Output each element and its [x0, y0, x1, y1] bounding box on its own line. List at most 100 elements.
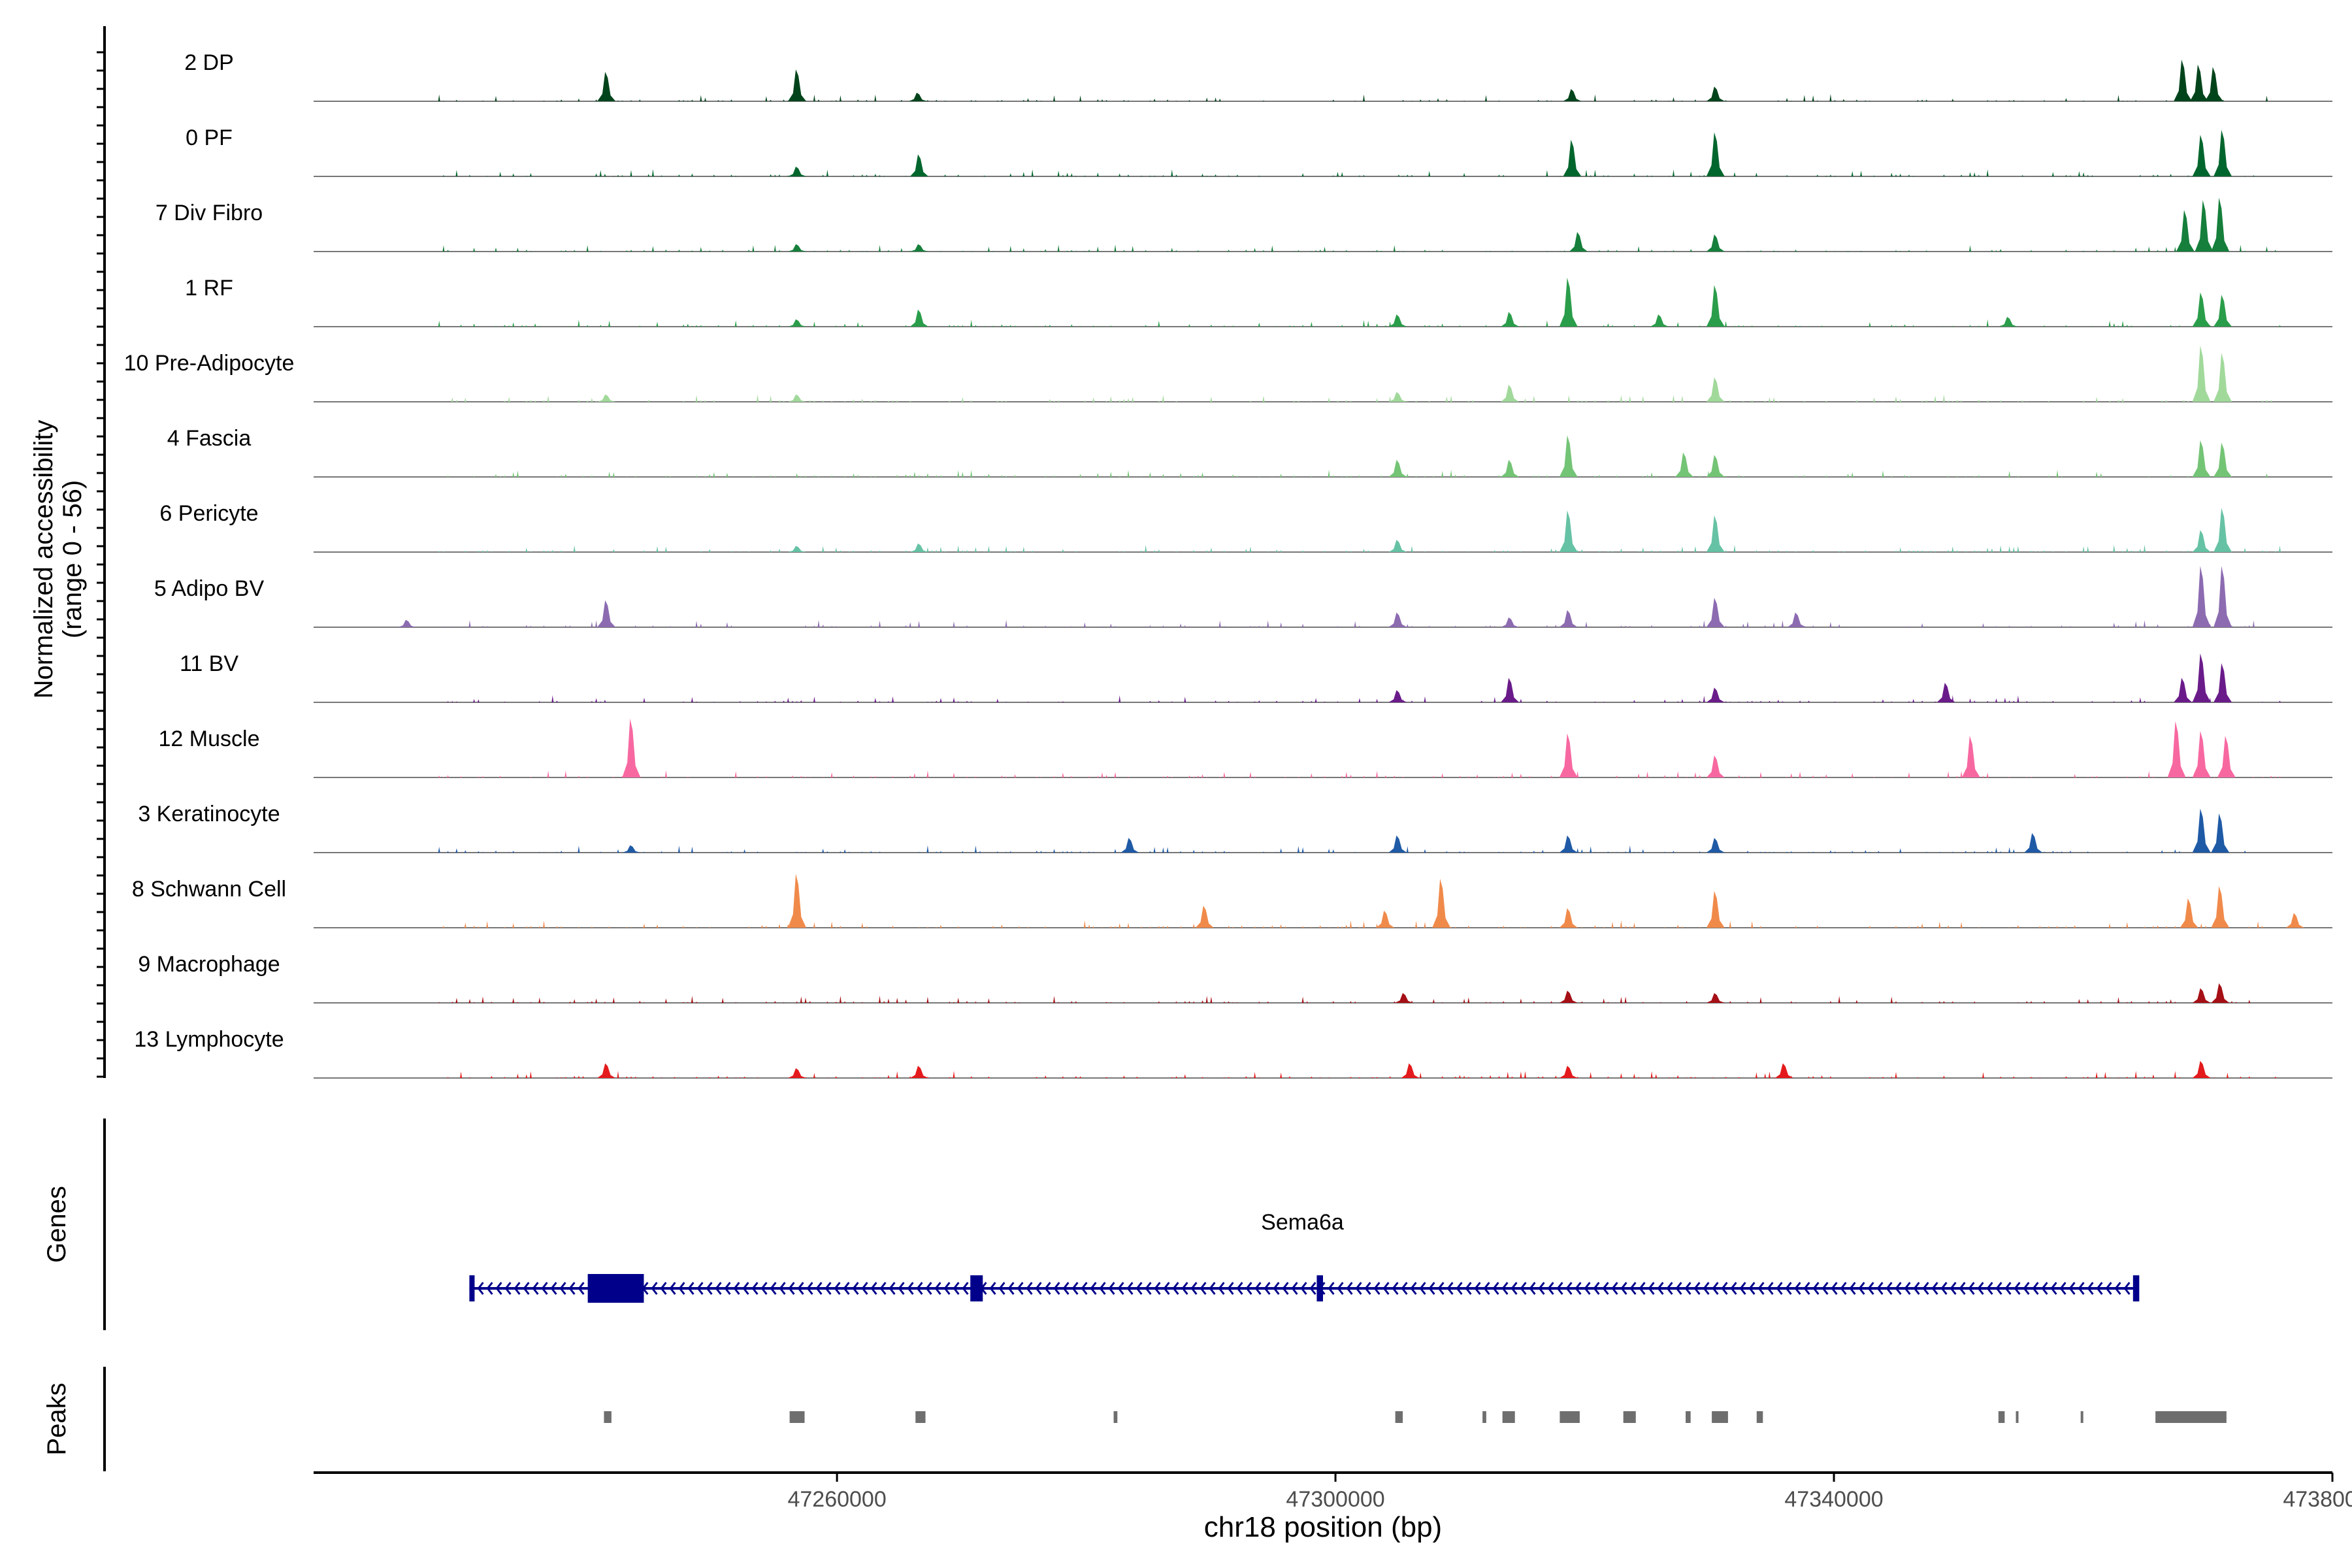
accessibility-peak [1650, 314, 1669, 327]
accessibility-peak [2213, 566, 2232, 627]
accessibility-peak [2211, 197, 2230, 252]
track-11-bv: 11 BV [180, 651, 2332, 703]
track-13-lymphocyte: 13 Lymphocyte [134, 1027, 2332, 1079]
accessibility-peak [2189, 64, 2208, 101]
track-7-div-fibro: 7 Div Fibro [155, 197, 2332, 252]
accessibility-peak [2213, 295, 2232, 327]
gene-name-label: Sema6a [1261, 1210, 1344, 1235]
accessibility-peak [2192, 988, 2211, 1003]
accessibility-peak [1787, 612, 1806, 627]
accessibility-peak [2024, 833, 2043, 853]
accessibility-peak [1706, 993, 1725, 1003]
track-background-signal [447, 1071, 2277, 1078]
peak-region [1756, 1411, 1763, 1423]
accessibility-peak [1706, 285, 1725, 327]
accessibility-peak [1501, 459, 1520, 477]
accessibility-peak [788, 319, 807, 327]
gene-exon [469, 1275, 475, 1301]
x-axis-tick-label: 47260000 [787, 1487, 886, 1512]
track-5-adipo-bv: 5 Adipo BV [154, 566, 2332, 628]
accessibility-peak [2180, 898, 2198, 928]
accessibility-peak [2213, 129, 2232, 176]
x-axis-tick-label: 47380000 [2283, 1487, 2352, 1512]
track-label: 1 RF [185, 276, 233, 301]
accessibility-peak [2213, 442, 2232, 477]
accessibility-peak [1501, 384, 1520, 402]
track-8-schwann-cell: 8 Schwann Cell [132, 874, 2332, 928]
peak-region [1113, 1411, 1118, 1423]
accessibility-peak [2174, 678, 2193, 702]
peak-region [1560, 1411, 1580, 1423]
peak-region [915, 1411, 926, 1423]
peak-region [1998, 1411, 2005, 1423]
accessibility-peak [788, 244, 807, 252]
track-background-signal [442, 169, 2255, 176]
accessibility-peak [1559, 510, 1578, 552]
track-12-muscle: 12 Muscle [159, 719, 2332, 778]
accessibility-peak [1388, 314, 1407, 327]
track-6-pericyte: 6 Pericyte [159, 501, 2332, 553]
accessibility-peak [910, 244, 928, 252]
peak-region [2080, 1411, 2083, 1423]
accessibility-peak [1195, 906, 1214, 928]
accessibility-peak [1559, 610, 1578, 627]
accessibility-peak [2285, 913, 2304, 928]
accessibility-peak [1501, 312, 1520, 327]
track-background-signal [438, 93, 2268, 101]
accessibility-peak [1774, 1063, 1793, 1078]
x-axis-tick-label: 47300000 [1286, 1487, 1384, 1512]
accessibility-peak [2195, 200, 2213, 252]
track-label: 8 Schwann Cell [132, 877, 286, 902]
accessibility-peak [1559, 1066, 1578, 1078]
accessibility-peak [1706, 687, 1725, 702]
accessibility-peak [1563, 89, 1582, 101]
accessibility-peak [1563, 139, 1582, 176]
accessibility-peak [1559, 990, 1578, 1003]
accessibility-peak [1569, 232, 1588, 252]
accessibility-peak [1501, 678, 1520, 702]
x-axis-tick-label: 47340000 [1784, 1487, 1883, 1512]
track-background-signal [438, 544, 2281, 552]
accessibility-peak [1675, 452, 1694, 477]
accessibility-peak [622, 719, 641, 777]
track-background-signal [438, 995, 2251, 1003]
accessibility-peak [2192, 1060, 2211, 1078]
accessibility-peak [1559, 278, 1578, 327]
accessibility-peak [1559, 435, 1578, 477]
peak-region [604, 1411, 612, 1423]
accessibility-peak [2213, 663, 2232, 702]
track-label: 3 Keratinocyte [138, 802, 280, 826]
y-axis-range-label: (range 0 - 56) [58, 480, 87, 638]
coverage-tracks: 2 DP 0 PF 7 Div Fibro 1 RF 10 Pre-Adipocyte 4… [124, 50, 2332, 1079]
accessibility-peak [788, 394, 807, 402]
accessibility-peak [910, 1066, 928, 1078]
peak-region [2155, 1411, 2227, 1423]
track-label: 12 Muscle [159, 727, 260, 751]
accessibility-peak [2192, 530, 2211, 552]
accessibility-peak [2192, 345, 2211, 402]
track-label: 4 Fascia [167, 426, 252, 451]
peak-region [789, 1411, 805, 1423]
accessibility-peak [2192, 440, 2211, 477]
accessibility-peak [1559, 835, 1578, 853]
accessibility-peak [622, 845, 641, 853]
track-label: 9 Macrophage [138, 952, 280, 977]
accessibility-peak [597, 394, 616, 402]
accessibility-peak [2192, 808, 2211, 853]
accessibility-peak [2192, 566, 2211, 627]
accessibility-peak [910, 154, 928, 176]
accessibility-peak [398, 619, 417, 627]
accessibility-peak [2192, 730, 2211, 777]
track-label: 2 DP [184, 50, 234, 75]
accessibility-peak [1559, 733, 1578, 777]
accessibility-peak [1706, 515, 1725, 552]
accessibility-peak [1401, 1063, 1420, 1078]
track-4-fascia: 4 Fascia [167, 426, 2332, 478]
track-background-signal [438, 845, 2246, 853]
accessibility-peak [788, 546, 807, 552]
accessibility-peak [2176, 210, 2195, 252]
track-label: 6 Pericyte [159, 501, 258, 526]
accessibility-peak [788, 69, 807, 101]
accessibility-peak [1501, 617, 1520, 627]
